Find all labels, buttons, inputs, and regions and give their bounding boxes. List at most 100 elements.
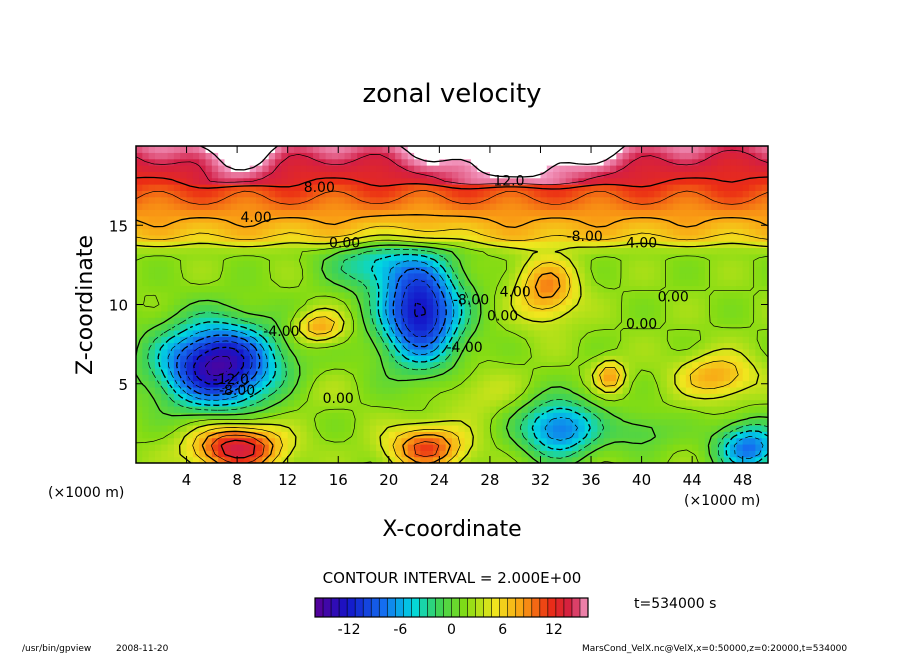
heatmap-cell [540,209,548,217]
heatmap-cell [161,272,169,280]
heatmap-cell [262,241,270,249]
heatmap-cell [230,443,238,451]
heatmap-cell [161,266,169,274]
heatmap-cell [452,158,459,166]
heatmap-cell [294,399,301,407]
heatmap-cell [136,386,143,394]
heatmap-cell [180,374,188,382]
heatmap-cell [161,450,169,458]
heatmap-cell [268,456,276,463]
heatmap-cell [376,241,384,249]
heatmap-cell [553,215,561,223]
heatmap-cell [749,355,756,363]
heatmap-cell [192,272,200,280]
heatmap-cell [698,152,706,160]
heatmap-cell [628,146,636,153]
heatmap-cell [300,196,308,204]
heatmap-cell [186,329,194,337]
heatmap-cell [173,158,181,166]
heatmap-cell [199,234,207,242]
heatmap-cell [470,184,478,191]
heatmap-cell [312,437,320,445]
heatmap-cell [407,386,415,394]
heatmap-cell [395,253,403,261]
heatmap-cell [628,418,636,426]
heatmap-cell [597,317,605,325]
heatmap-cell [641,393,649,401]
heatmap-cell [515,279,523,287]
heatmap-cell [635,412,643,420]
heatmap-cell [357,399,365,407]
heatmap-cell [192,412,200,420]
heatmap-cell [565,177,573,185]
heatmap-cell [616,380,624,388]
heatmap-cell [224,203,232,210]
heatmap-cell [205,424,213,432]
heatmap-cell [527,158,535,166]
heatmap-cell [483,393,491,401]
heatmap-cell [211,234,219,242]
heatmap-cell [730,456,737,463]
heatmap-cell [755,266,763,274]
heatmap-cell [749,424,756,432]
heatmap-cell [281,437,289,445]
heatmap-cell [319,393,327,401]
heatmap-cell [559,266,567,274]
heatmap-cell [477,190,485,198]
heatmap-cell [673,355,681,363]
heatmap-cell [546,456,554,463]
heatmap-cell [742,298,750,306]
heatmap-cell [312,348,320,356]
heatmap-cell [300,234,308,242]
heatmap-cell [666,323,674,331]
heatmap-cell [458,190,466,198]
heatmap-cell [199,146,207,153]
heatmap-cell [679,405,687,413]
heatmap-cell [711,412,719,420]
heatmap-cell [382,336,390,344]
heatmap-cell [312,222,320,230]
heatmap-cell [433,215,440,223]
heatmap-cell [578,323,586,331]
heatmap-cell [237,190,245,198]
heatmap-cell [470,450,478,458]
heatmap-cell [692,146,700,153]
heatmap-cell [723,285,731,293]
heatmap-cell [546,348,554,356]
heatmap-cell [388,386,396,394]
heatmap-cell [161,177,169,185]
heatmap-cell [306,405,314,413]
heatmap-cell [515,361,523,369]
heatmap-cell [565,412,573,420]
heatmap-cell [376,310,384,318]
heatmap-cell [173,418,181,426]
heatmap-cell [742,405,750,413]
heatmap-cell [483,279,491,287]
heatmap-cell [331,386,339,394]
heatmap-cell [584,380,592,388]
heatmap-cell [199,405,207,413]
heatmap-cell [388,380,396,388]
heatmap-cell [205,253,213,261]
heatmap-cell [755,279,763,287]
heatmap-cell [224,399,232,407]
heatmap-cell [527,228,535,236]
heatmap-cell [685,329,693,337]
heatmap-cell [572,152,579,160]
heatmap-cell [711,348,719,356]
heatmap-cell [136,247,143,255]
heatmap-cell [527,291,535,299]
heatmap-cell [275,253,282,261]
heatmap-cell [470,329,478,337]
heatmap-cell [426,304,434,312]
heatmap-cell [635,323,643,331]
heatmap-cell [591,456,598,463]
heatmap-cell [148,374,156,382]
heatmap-cell [698,336,706,344]
heatmap-cell [237,285,245,293]
heatmap-cell [445,158,453,166]
heatmap-cell [186,298,194,306]
heatmap-cell [414,443,421,451]
heatmap-cell [470,241,478,249]
heatmap-cell [331,266,339,274]
